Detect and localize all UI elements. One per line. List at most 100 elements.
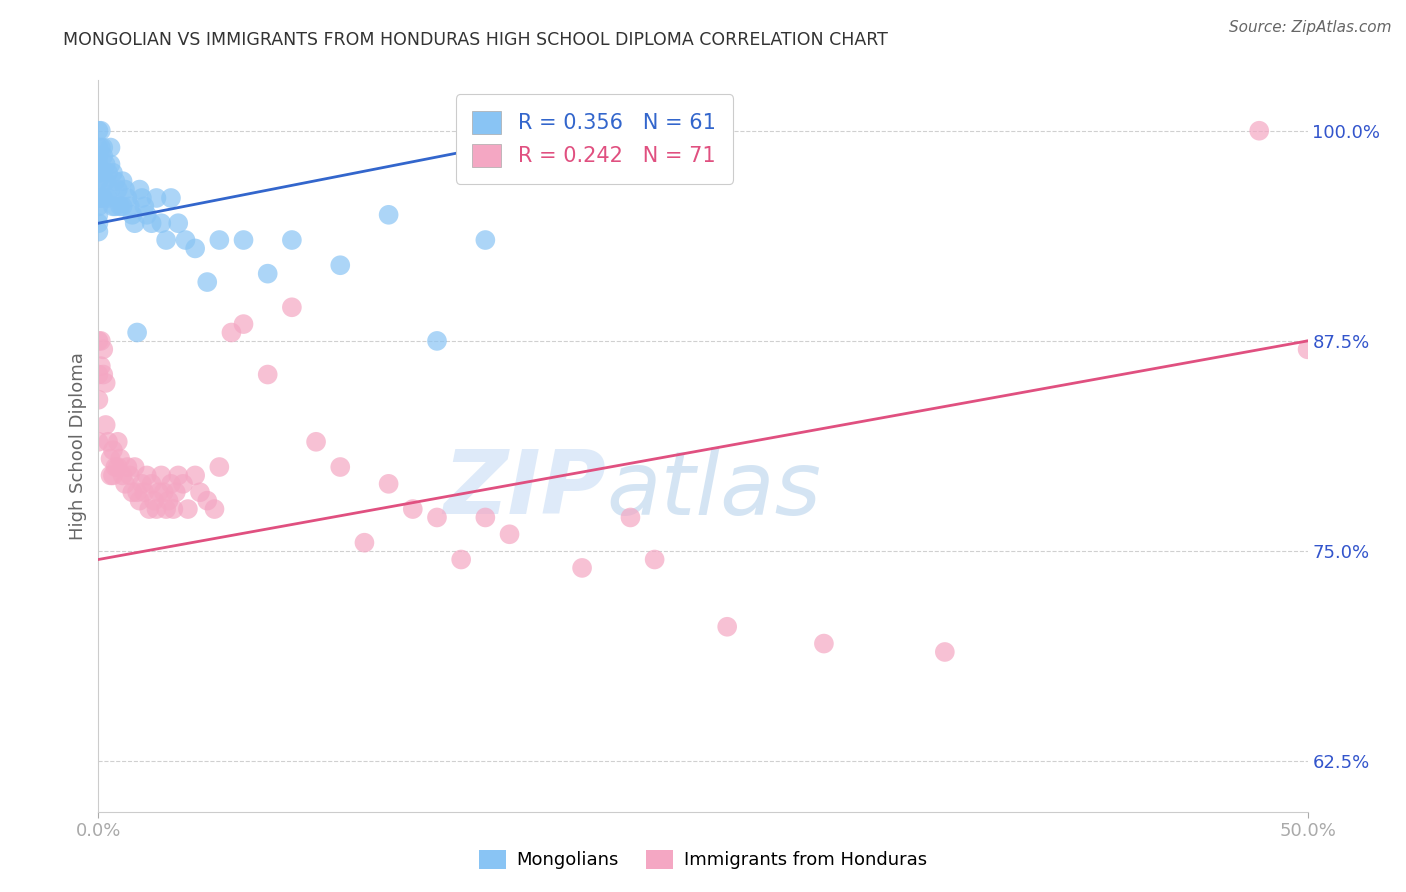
Point (100, 468, 122, 483)
Text: ZIP: ZIP (443, 446, 606, 533)
Point (128, 183, 150, 197)
Point (281, 233, 304, 247)
Point (208, 233, 231, 247)
Point (571, 561, 593, 575)
Point (152, 485, 174, 500)
Point (87, 216, 110, 230)
Point (150, 216, 173, 230)
Point (1249, 124, 1271, 138)
Legend: Mongolians, Immigrants from Honduras: Mongolians, Immigrants from Honduras (470, 841, 936, 879)
Point (87, 368, 110, 382)
Point (498, 527, 520, 541)
Point (101, 166, 124, 180)
Point (87, 334, 110, 348)
Point (174, 233, 197, 247)
Text: Source: ZipAtlas.com: Source: ZipAtlas.com (1229, 20, 1392, 35)
Point (97, 191, 120, 205)
Point (118, 199, 141, 213)
Point (87, 174, 110, 188)
Point (117, 191, 139, 205)
Point (127, 326, 149, 340)
Point (87, 225, 110, 239)
Point (619, 510, 641, 524)
Point (329, 460, 352, 475)
Point (184, 242, 207, 256)
Point (141, 476, 163, 491)
Point (155, 502, 177, 516)
Text: atlas: atlas (606, 447, 821, 533)
Point (145, 191, 167, 205)
Point (232, 317, 254, 331)
Y-axis label: High School Diploma: High School Diploma (69, 352, 87, 540)
Point (111, 468, 134, 483)
Point (87, 149, 110, 163)
Point (107, 460, 129, 475)
Point (107, 183, 129, 197)
Point (155, 233, 177, 247)
Point (474, 510, 496, 524)
Point (91, 191, 114, 205)
Point (1296, 343, 1319, 357)
Point (121, 208, 143, 222)
Point (135, 468, 157, 483)
Point (195, 275, 218, 289)
Point (87, 124, 110, 138)
Point (87, 140, 110, 154)
Point (160, 191, 183, 205)
Point (450, 552, 472, 566)
Point (162, 502, 184, 516)
Point (97, 434, 120, 449)
Point (101, 199, 124, 213)
Point (104, 199, 127, 213)
Text: MONGOLIAN VS IMMIGRANTS FROM HONDURAS HIGH SCHOOL DIPLOMA CORRELATION CHART: MONGOLIAN VS IMMIGRANTS FROM HONDURAS HI… (63, 31, 889, 49)
Point (474, 233, 496, 247)
Point (256, 267, 278, 281)
Point (148, 485, 170, 500)
Point (90, 359, 112, 373)
Point (221, 326, 243, 340)
Point (716, 620, 738, 634)
Point (87, 208, 110, 222)
Point (114, 476, 136, 491)
Point (134, 199, 156, 213)
Point (87, 392, 110, 407)
Point (117, 460, 139, 475)
Point (94, 174, 117, 188)
Point (402, 502, 425, 516)
Point (118, 468, 141, 483)
Point (94, 376, 117, 390)
Point (353, 535, 375, 549)
Point (101, 468, 124, 483)
Point (104, 174, 127, 188)
Point (104, 460, 127, 475)
Point (426, 334, 449, 348)
Point (184, 468, 207, 483)
Point (108, 199, 131, 213)
Point (141, 216, 163, 230)
Point (934, 645, 956, 659)
Point (256, 368, 278, 382)
Point (108, 451, 131, 466)
Point (100, 183, 122, 197)
Point (644, 552, 666, 566)
Point (131, 476, 153, 491)
Point (124, 216, 146, 230)
Point (90, 124, 112, 138)
Point (204, 502, 226, 516)
Point (90, 166, 112, 180)
Point (94, 417, 117, 432)
Point (305, 434, 328, 449)
Point (124, 460, 146, 475)
Point (87, 157, 110, 171)
Point (111, 199, 134, 213)
Point (165, 485, 187, 500)
Point (91, 343, 114, 357)
Point (172, 476, 194, 491)
Point (138, 502, 160, 516)
Point (87, 434, 110, 449)
Point (128, 493, 150, 508)
Point (91, 140, 114, 154)
Point (90, 191, 112, 205)
Point (127, 485, 149, 500)
Point (100, 140, 122, 154)
